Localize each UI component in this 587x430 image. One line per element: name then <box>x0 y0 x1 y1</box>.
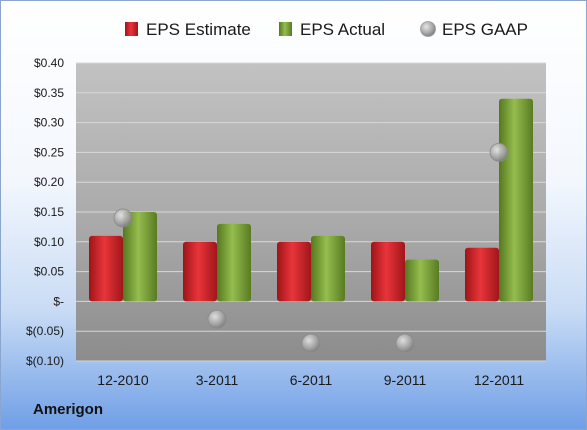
marker-eps-gaap <box>113 208 133 228</box>
legend: EPS Estimate EPS Actual EPS GAAP <box>125 20 528 39</box>
legend-label: EPS Actual <box>300 20 385 39</box>
legend-swatch-gaap <box>420 21 436 37</box>
y-tick-label: $0.40 <box>34 56 64 70</box>
bar-eps-estimate <box>89 235 123 302</box>
x-tick-label: 9-2011 <box>384 372 427 388</box>
x-tick-label: 12-2010 <box>97 372 149 388</box>
legend-label: EPS Estimate <box>146 20 251 39</box>
marker-eps-gaap <box>301 333 321 353</box>
x-tick-label: 6-2011 <box>290 372 333 388</box>
y-tick-label: $0.25 <box>34 145 64 159</box>
y-tick-label: $0.30 <box>34 116 64 130</box>
y-tick-label: $0.05 <box>34 265 64 279</box>
y-tick-label: $0.35 <box>34 86 64 100</box>
marker-eps-gaap <box>489 142 509 162</box>
bar-eps-actual <box>499 98 533 302</box>
bar-eps-estimate <box>183 241 217 302</box>
bar-eps-actual <box>311 235 345 302</box>
company-name: Amerigon <box>33 401 104 418</box>
y-tick-label: $0.20 <box>34 175 64 189</box>
bar-eps-estimate <box>465 247 499 302</box>
legend-label: EPS GAAP <box>442 20 528 39</box>
bar-eps-actual <box>405 259 439 302</box>
x-tick-label: 3-2011 <box>196 372 239 388</box>
x-tick-label: 12-2011 <box>474 372 525 388</box>
legend-swatch-estimate <box>125 22 138 36</box>
bar-eps-estimate <box>277 241 311 302</box>
legend-swatch-actual <box>279 22 292 36</box>
bar-eps-estimate <box>371 241 405 302</box>
plot-area: $0.40 $0.35 $0.30 $0.25 $0.20 $0.15 $0.10 $0.05… <box>26 56 546 388</box>
marker-eps-gaap <box>395 333 415 353</box>
y-tick-label: $0.10 <box>34 235 64 249</box>
y-tick-label: $(0.05) <box>26 324 64 338</box>
bar-eps-actual <box>217 223 251 302</box>
y-tick-label: $0.15 <box>34 205 64 219</box>
marker-eps-gaap <box>207 309 227 329</box>
y-tick-label: $(0.10) <box>26 354 64 368</box>
y-tick-label: $- <box>53 294 64 308</box>
bar-eps-actual <box>123 212 157 302</box>
